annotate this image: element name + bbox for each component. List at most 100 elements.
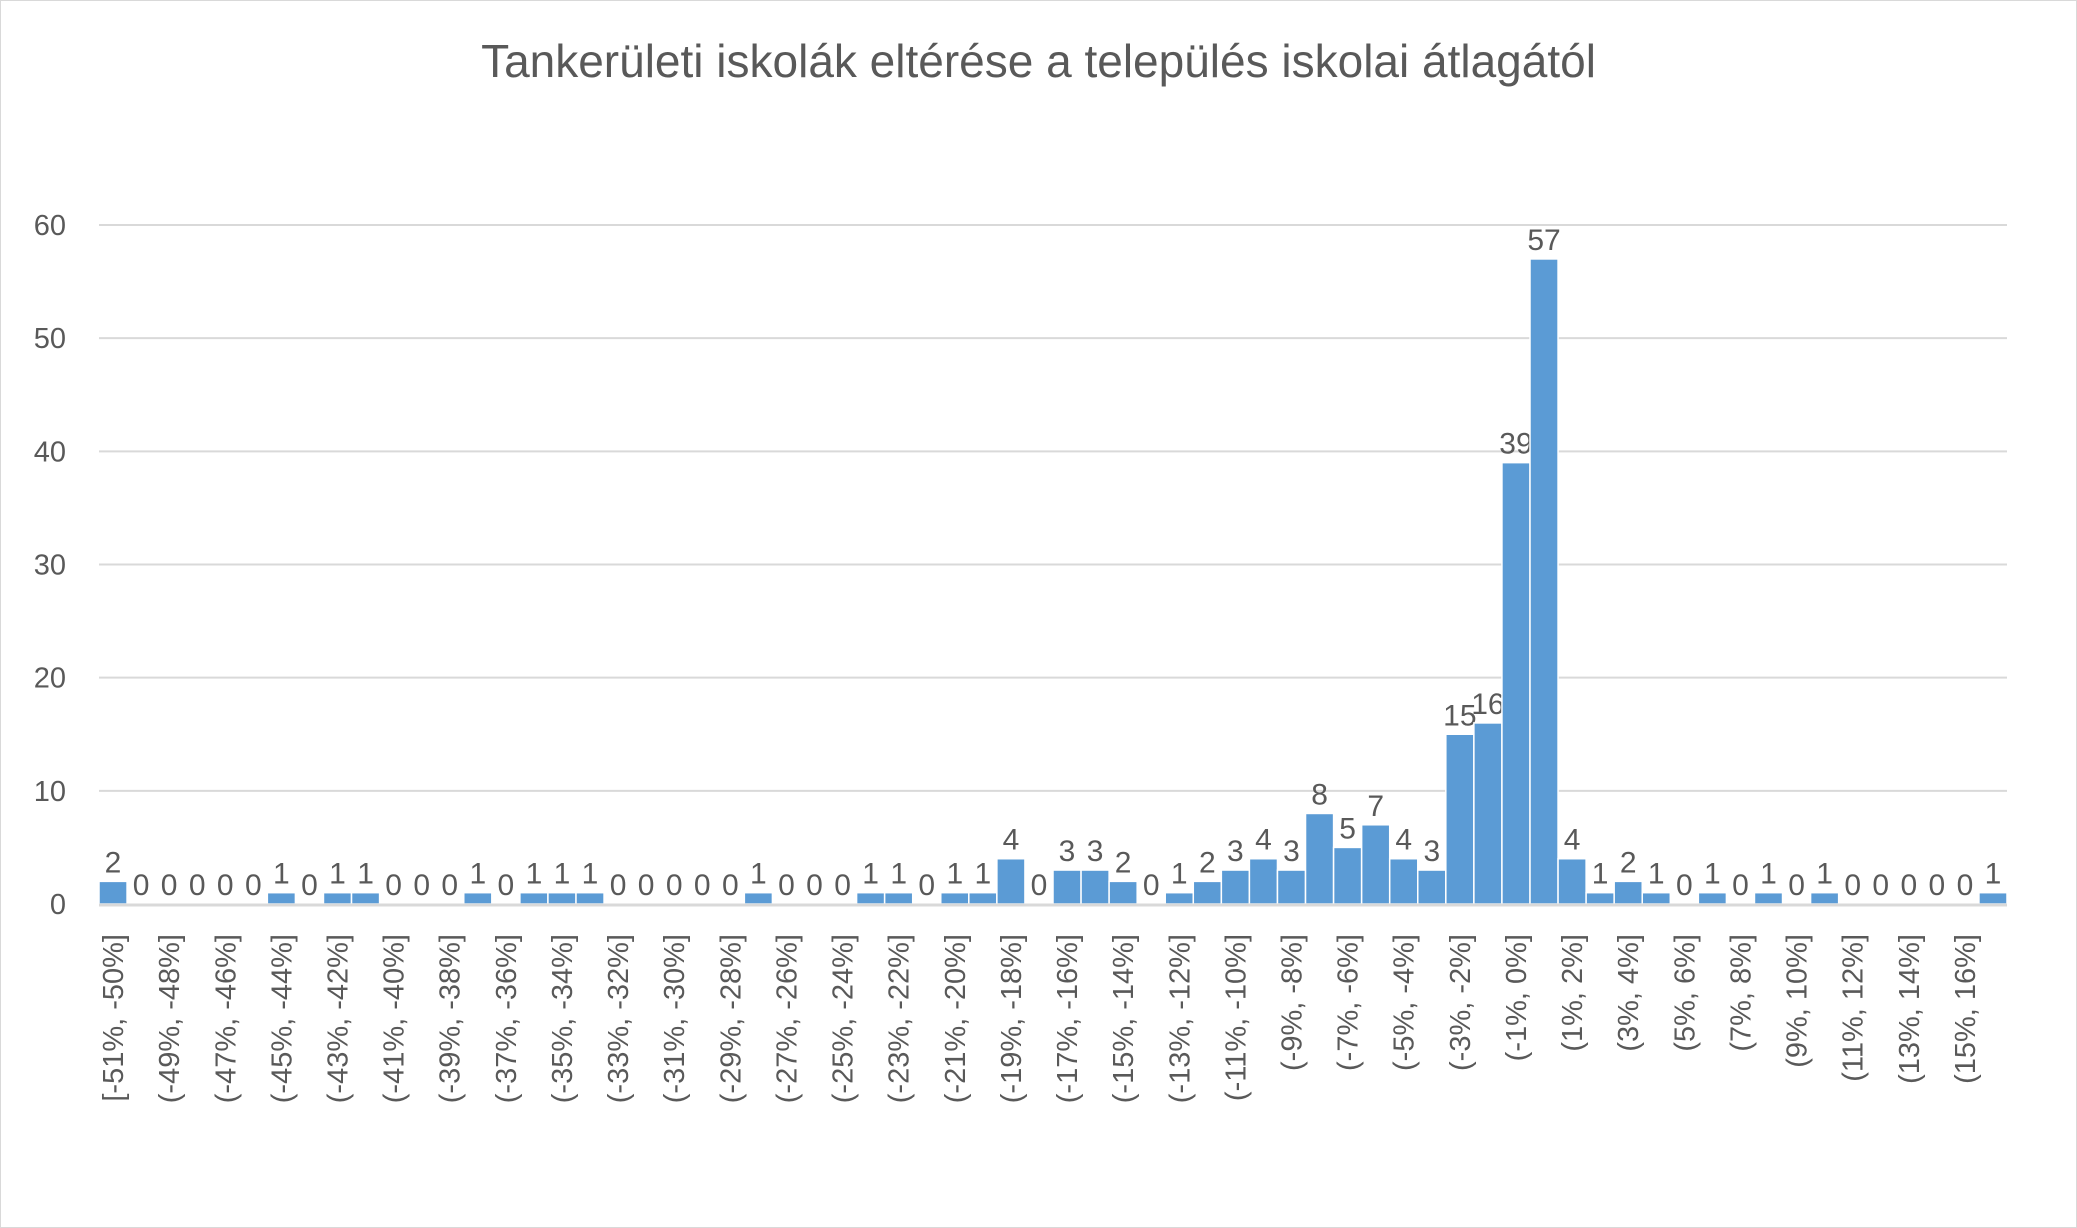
bar [1108,880,1138,905]
data-label: 0 [498,869,515,902]
data-label: 0 [189,869,206,902]
bar [855,891,886,905]
bar [1613,880,1643,905]
data-label: 0 [918,869,935,902]
x-tick-label: (-19%, -18%] [996,934,1028,1103]
data-label: 1 [750,858,767,891]
bar [1164,891,1195,905]
data-label: 57 [1527,224,1560,257]
data-label: 2 [105,846,122,879]
bar [1978,891,2008,905]
bar [1417,869,1447,905]
y-tick-label: 40 [34,436,66,468]
bar [940,891,970,905]
data-label: 0 [666,869,683,902]
x-tick-label: (-49%, -48%] [154,934,186,1103]
bar [1501,461,1531,905]
data-label: 8 [1311,778,1328,811]
x-tick-label: (-21%, -20%] [940,934,972,1103]
data-label: 0 [638,869,655,902]
data-label: 0 [413,869,430,902]
x-tick-label: (-7%, -6%] [1333,934,1365,1071]
bar [883,891,914,905]
x-tick-label: (-5%, -4%] [1389,934,1421,1071]
data-label: 7 [1367,790,1384,823]
x-tick-label: (-1%, 0%] [1501,934,1533,1061]
bar [1276,869,1307,905]
data-label: 0 [1732,869,1749,902]
data-label: 1 [526,858,543,891]
data-label: 3 [1283,835,1300,868]
data-label: 1 [329,858,346,891]
bar [1220,869,1251,905]
data-label: 0 [301,869,318,902]
data-label: 3 [1227,835,1244,868]
data-label: 1 [975,858,992,891]
x-tick-label: (-15%, -14%] [1108,934,1140,1103]
bar [98,880,128,905]
data-label: 1 [862,858,879,891]
bar [1641,891,1672,905]
bar [1529,258,1559,905]
data-label: 0 [1031,869,1048,902]
data-label: 4 [1003,824,1020,857]
bar [1052,869,1082,905]
x-tick-label: (-31%, -30%] [659,934,691,1103]
x-tick-label: (-35%, -34%] [547,934,579,1103]
x-tick-label: [-51%, -50%] [98,934,130,1102]
data-label: 15 [1443,699,1476,732]
bar [1557,857,1587,905]
bar [1248,857,1279,905]
data-label: 0 [778,869,795,902]
data-label: 1 [1648,858,1665,891]
data-label: 0 [722,869,739,902]
bar [1388,857,1419,905]
x-tick-label: (-23%, -22%] [884,934,916,1103]
x-tick-label: (15%, 16%] [1950,934,1982,1084]
y-tick-label: 0 [50,889,66,921]
bar [1585,891,1615,905]
data-label: 2 [1199,846,1216,879]
data-label: 0 [1788,869,1805,902]
data-label: 0 [806,869,823,902]
data-label: 1 [890,858,907,891]
data-label: 0 [245,869,262,902]
x-tick-label: (-33%, -32%] [603,934,635,1103]
x-tick-label: (-25%, -24%] [828,934,860,1103]
x-tick-label: (-45%, -44%] [266,934,298,1103]
data-label: 0 [133,869,150,902]
data-label: 0 [1143,869,1160,902]
x-tick-label: (-37%, -36%] [491,934,523,1103]
data-label: 3 [1087,835,1104,868]
bar [575,891,605,905]
data-label: 1 [469,858,486,891]
data-label: 1 [1592,858,1609,891]
data-label: 0 [694,869,711,902]
x-tick-label: (5%, 6%] [1669,934,1701,1052]
data-label: 0 [1872,869,1889,902]
data-label: 4 [1395,824,1412,857]
bar [1445,733,1475,905]
bar [1360,824,1391,905]
data-label: 2 [1115,846,1132,879]
data-label: 3 [1059,835,1076,868]
bar [1080,869,1110,905]
data-label: 0 [1844,869,1861,902]
bar [519,891,549,905]
bar [547,891,577,905]
data-label: 39 [1499,428,1532,461]
x-tick-label: (-47%, -46%] [210,934,242,1103]
y-tick-label: 30 [34,550,66,582]
x-tick-label: (-13%, -12%] [1164,934,1196,1103]
x-tick-label: (3%, 4%] [1613,934,1645,1052]
y-tick-label: 50 [34,323,66,355]
data-label: 1 [1704,858,1721,891]
data-label: 0 [1957,869,1974,902]
bar [1304,812,1335,905]
chart-title: Tankerületi iskolák eltérése a település… [481,35,1596,87]
data-label: 0 [610,869,627,902]
bar [266,891,297,905]
bar [996,857,1026,905]
x-tick-label: (-27%, -26%] [771,934,803,1103]
